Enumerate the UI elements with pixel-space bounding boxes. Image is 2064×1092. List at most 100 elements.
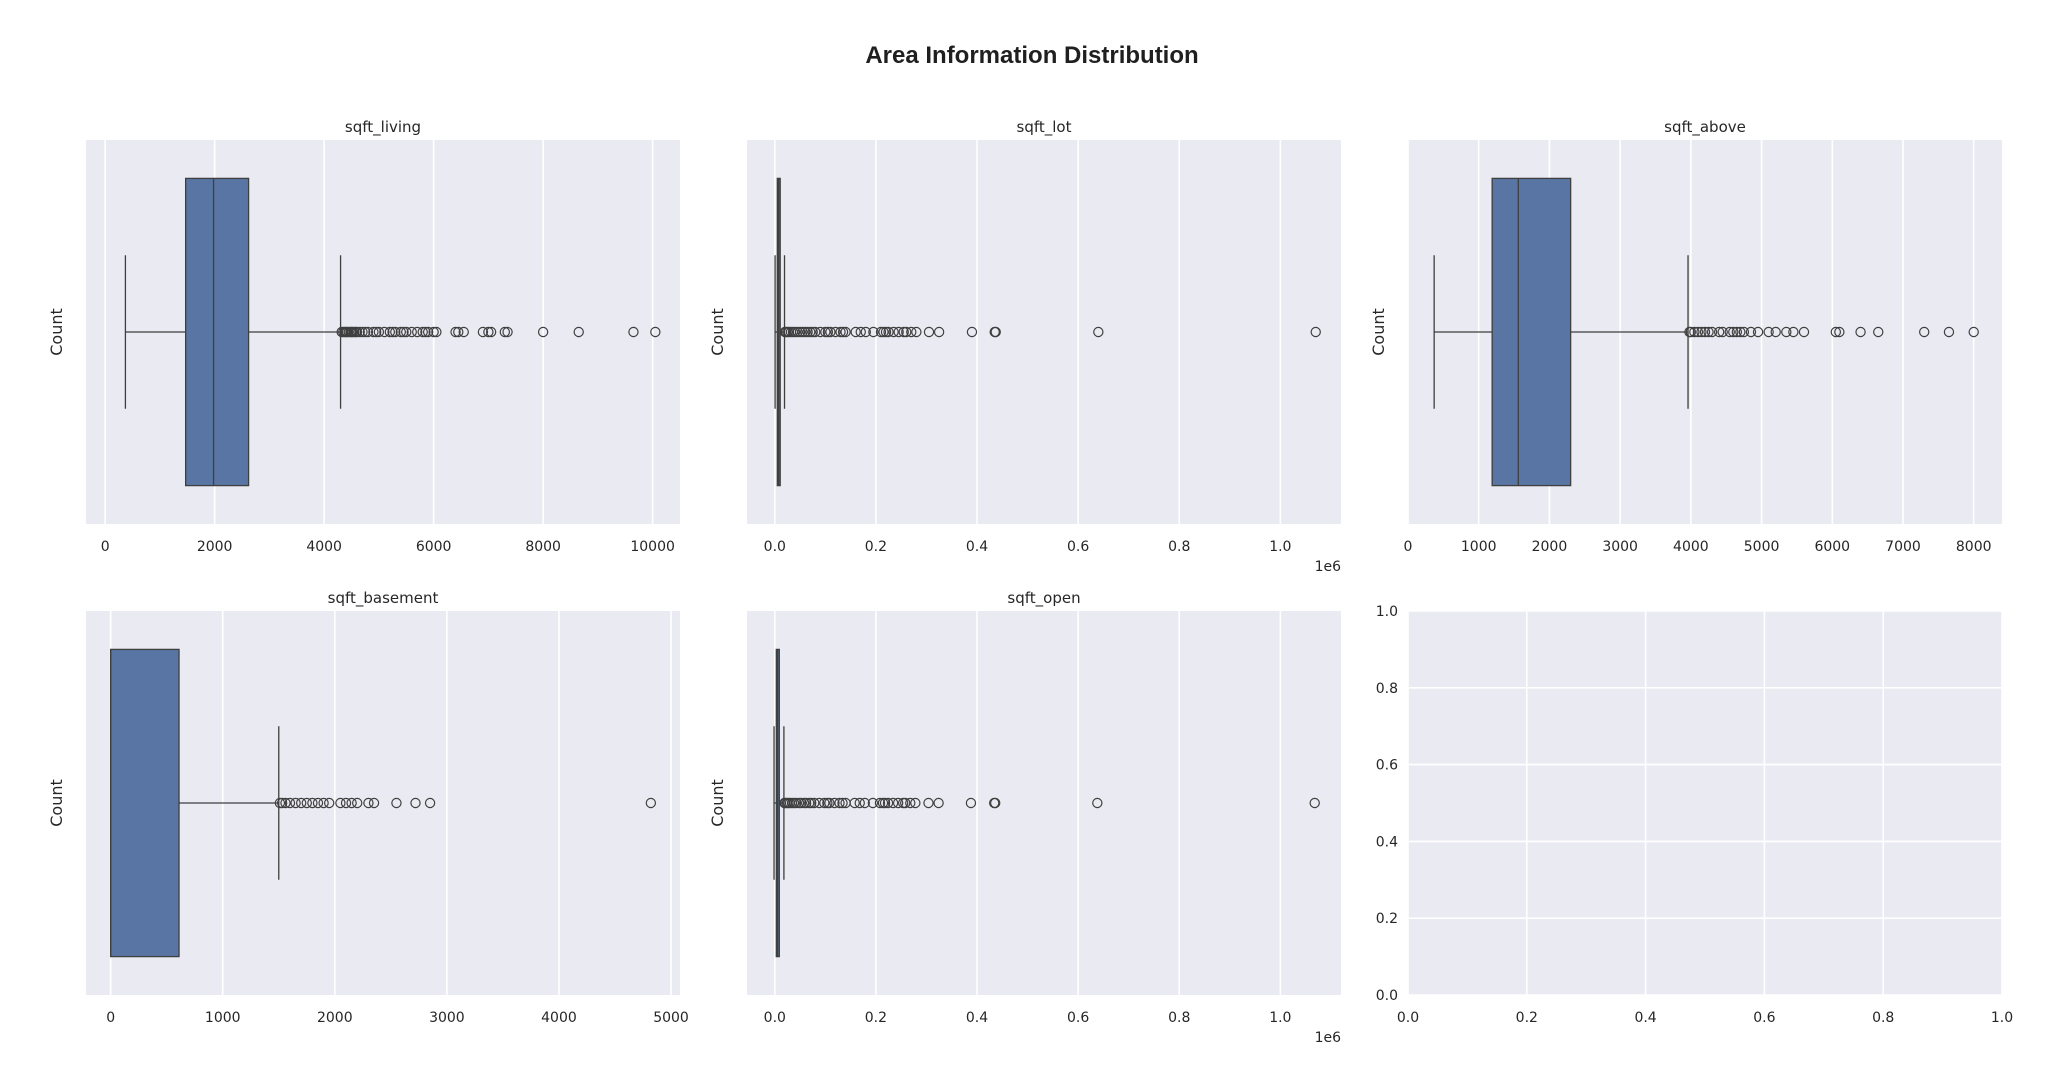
outlier-point <box>923 326 935 338</box>
outlier-point <box>849 797 860 809</box>
outlier-point <box>351 326 363 338</box>
x-tick-label: 0 <box>101 539 110 555</box>
x-tick-label: 8000 <box>525 539 561 555</box>
outlier-point <box>854 797 865 809</box>
outlier-point <box>814 797 825 809</box>
x-tick-label: 0 <box>106 1010 115 1026</box>
x-tick-label: 1000 <box>205 1010 241 1026</box>
outlier-point <box>502 326 513 338</box>
outlier-point <box>820 326 831 338</box>
outlier-point <box>1685 326 1697 338</box>
outlier-point <box>1699 326 1711 338</box>
outlier-point <box>458 326 469 338</box>
y-axis-label: Count <box>708 779 727 827</box>
x-tick-label: 0.4 <box>966 1010 988 1026</box>
y-axis-label: Count <box>708 308 727 356</box>
x-tick-label: 6000 <box>1814 539 1850 555</box>
x-tick-label: 4000 <box>541 1010 577 1026</box>
outlier-point <box>933 326 945 338</box>
x-tick-label: 0.6 <box>1067 1010 1089 1026</box>
outlier-point <box>340 797 352 809</box>
outlier-point <box>802 326 813 338</box>
subplot-title: sqft_basement <box>328 589 439 608</box>
outlier-point <box>398 326 409 338</box>
outlier-point <box>1717 326 1728 338</box>
outlier-point <box>815 326 826 338</box>
x-tick-label: 3000 <box>1602 539 1638 555</box>
outlier-point <box>893 326 904 338</box>
outlier-point <box>790 797 802 809</box>
outlier-point <box>906 326 917 338</box>
outlier-point <box>990 797 1001 809</box>
outlier-point <box>483 326 494 338</box>
x-offset-label: 1e6 <box>1315 559 1342 575</box>
outlier-point <box>453 326 464 338</box>
y-tick-label: 0.6 <box>1376 758 1398 774</box>
outlier-point <box>933 797 944 809</box>
outlier-point <box>352 797 363 809</box>
outlier-point <box>882 797 894 809</box>
outlier-point <box>834 797 845 809</box>
outlier-point <box>810 326 821 338</box>
plot-area <box>747 611 1341 995</box>
outlier-point <box>804 326 816 338</box>
subplot-sqft-lot: 0.0 0.2 0.4 0.6 0.8 1.0 1e6 sqft_lot Count <box>708 118 1341 575</box>
outlier-point <box>898 326 909 338</box>
outlier-point <box>830 326 841 338</box>
outlier-point <box>1738 326 1750 338</box>
outlier-point <box>537 326 549 338</box>
outlier-point <box>280 797 291 809</box>
y-axis-label: Count <box>1369 308 1388 356</box>
outlier-point <box>799 326 811 338</box>
x-tick-label: 10000 <box>630 539 675 555</box>
outlier-point <box>1919 326 1930 338</box>
outlier-point <box>406 326 417 338</box>
outlier-point <box>795 797 807 809</box>
outlier-point <box>1728 326 1739 338</box>
outlier-point <box>923 797 934 809</box>
outlier-point <box>800 797 812 809</box>
x-tick-label: 0.0 <box>1397 1010 1419 1026</box>
outlier-point <box>1968 326 1979 338</box>
x-tick-label: 8000 <box>1956 539 1992 555</box>
outlier-point <box>391 797 402 809</box>
plot-area <box>1408 611 2002 995</box>
outlier-point <box>1703 326 1714 338</box>
outlier-point <box>1830 326 1842 338</box>
outlier-point <box>301 797 312 809</box>
outlier-point <box>900 797 911 809</box>
outlier-point <box>1943 326 1955 338</box>
x-tick-label: 2000 <box>317 1010 353 1026</box>
x-tick-label: 1.0 <box>1991 1010 2013 1026</box>
outlier-point <box>1706 326 1718 338</box>
outlier-point <box>422 326 434 338</box>
outlier-point <box>410 797 421 809</box>
outlier-point <box>1745 326 1757 338</box>
outlier-point <box>837 326 849 338</box>
outlier-point <box>276 797 288 809</box>
outlier-point <box>860 326 872 338</box>
outlier-point <box>477 326 489 338</box>
outlier-point <box>905 797 916 809</box>
iqr-box <box>110 648 180 958</box>
outlier-point <box>797 326 808 338</box>
outlier-point <box>307 797 318 809</box>
outlier-point <box>1855 326 1866 338</box>
outlier-point <box>384 326 396 338</box>
outlier-point <box>379 326 390 338</box>
x-tick-label: 1000 <box>1461 539 1497 555</box>
outlier-point <box>573 326 584 338</box>
outlier-point <box>650 326 661 338</box>
outlier-point <box>910 797 921 809</box>
x-tick-label: 1.0 <box>1269 539 1291 555</box>
outlier-point <box>819 797 830 809</box>
outlier-point <box>1834 326 1845 338</box>
outlier-point <box>879 797 891 809</box>
outlier-point <box>822 326 834 338</box>
outlier-point <box>1093 326 1104 338</box>
outlier-point <box>401 326 412 338</box>
outlier-point <box>887 797 899 809</box>
outlier-point <box>370 326 382 338</box>
outlier-point <box>1770 326 1781 338</box>
x-tick-label: 0 <box>1404 539 1413 555</box>
